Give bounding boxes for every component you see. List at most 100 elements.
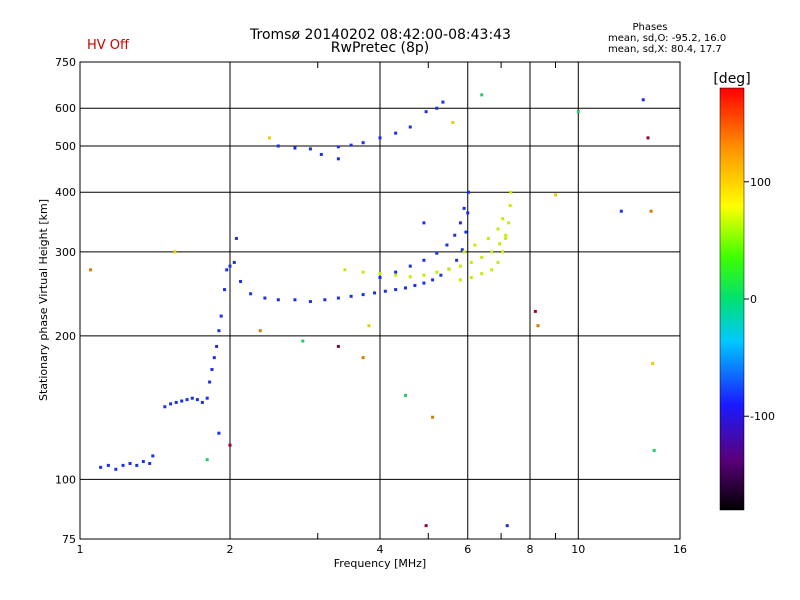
trace-point (210, 367, 214, 371)
trace-point (507, 221, 511, 225)
trace-point (490, 250, 494, 254)
x-tick-label: 2 (227, 543, 234, 556)
trace-point (498, 242, 502, 246)
colorbar-tick-label: -100 (750, 410, 775, 423)
trace-point (361, 293, 365, 297)
trace-point (225, 268, 229, 272)
trace-point (205, 396, 209, 400)
trace-point (504, 236, 508, 240)
trace-point (408, 275, 412, 279)
trace-point (219, 314, 223, 318)
y-tick-label: 300 (55, 246, 76, 259)
y-tick-label: 500 (55, 140, 76, 153)
scatter-point (553, 193, 557, 197)
trace-point (431, 278, 435, 282)
scatter-point (173, 250, 177, 254)
phase-stats-x: mean, sd,X: 80.4, 17.7 (608, 44, 722, 55)
trace-point (343, 268, 347, 272)
trace-point (439, 273, 443, 277)
trace-point (422, 273, 426, 277)
grid-lines (80, 62, 680, 539)
scatter-point (336, 344, 340, 348)
trace-point (394, 270, 398, 274)
trace-point (504, 233, 508, 237)
trace-point (501, 217, 505, 221)
scatter-point (217, 431, 221, 435)
trace-point (223, 288, 227, 292)
trace-point (486, 236, 490, 240)
trace-point (378, 272, 382, 276)
trace-point (464, 230, 468, 234)
trace-point (212, 356, 216, 360)
scatter-point (267, 136, 271, 140)
trace-point (217, 329, 221, 333)
trace-point (373, 291, 377, 295)
trace-point (169, 402, 173, 406)
y-tick-label: 200 (55, 330, 76, 343)
colorbar-label: [deg] (713, 71, 750, 87)
scatter-point (422, 221, 426, 225)
scatter-point (651, 361, 655, 365)
trace-point (501, 250, 505, 254)
scatter-point (576, 110, 580, 114)
trace-point (163, 405, 167, 409)
trace-point (455, 258, 459, 262)
trace-point (336, 145, 340, 149)
trace-point (232, 260, 236, 264)
phase-stats-o: mean, sd,O: -95.2, 16.0 (608, 33, 727, 44)
trace-point (383, 289, 387, 293)
trace-point (249, 292, 253, 296)
trace-point (408, 125, 412, 129)
x-tick-label: 8 (527, 543, 534, 556)
y-tick-label: 100 (55, 473, 76, 486)
trace-point (319, 152, 323, 156)
trace-point (195, 398, 199, 402)
trace-point (135, 463, 139, 467)
scatter-point (228, 443, 232, 447)
scatter-point (451, 121, 455, 125)
trace-point (174, 400, 178, 404)
trace-point (114, 467, 118, 471)
scatter-point (533, 309, 537, 313)
trace-point (336, 296, 340, 300)
trace-point (276, 298, 280, 302)
trace-point (480, 272, 484, 276)
trace-point (473, 243, 477, 247)
trace-point (441, 100, 445, 104)
x-tick-label: 16 (673, 543, 687, 556)
trace-point (276, 144, 280, 148)
trace-point (422, 258, 426, 262)
trace-point (128, 461, 132, 465)
trace-point (469, 276, 473, 280)
trace-point (190, 396, 194, 400)
trace-point (228, 264, 232, 268)
y-axis-label: Stationary phase Virtual Height [km] (37, 199, 50, 401)
trace-point (435, 106, 439, 110)
scatter-point (505, 524, 509, 528)
trace-point (121, 463, 125, 467)
scatter-point (536, 324, 540, 328)
y-tick-label: 600 (55, 102, 76, 115)
scatter-point (641, 98, 645, 102)
scatter-point (361, 356, 365, 360)
x-axis-label: Frequency [MHz] (334, 557, 426, 570)
x-tick-label: 1 (77, 543, 84, 556)
trace-point (508, 204, 512, 208)
trace-point (460, 248, 464, 252)
colorbar (719, 87, 745, 511)
trace-point (234, 236, 238, 240)
trace-point (490, 268, 494, 272)
scatter-point (367, 324, 371, 328)
scatter-point (258, 329, 262, 333)
scatter-point (424, 524, 428, 528)
trace-point (469, 260, 473, 264)
scatter-point (336, 157, 340, 161)
trace-point (394, 131, 398, 135)
trace-point (148, 461, 152, 465)
x-tick-label: 4 (377, 543, 384, 556)
colorbar-tick-label: 100 (750, 176, 771, 189)
trace-point (462, 250, 466, 254)
trace-point (308, 300, 312, 304)
trace-point (435, 270, 439, 274)
